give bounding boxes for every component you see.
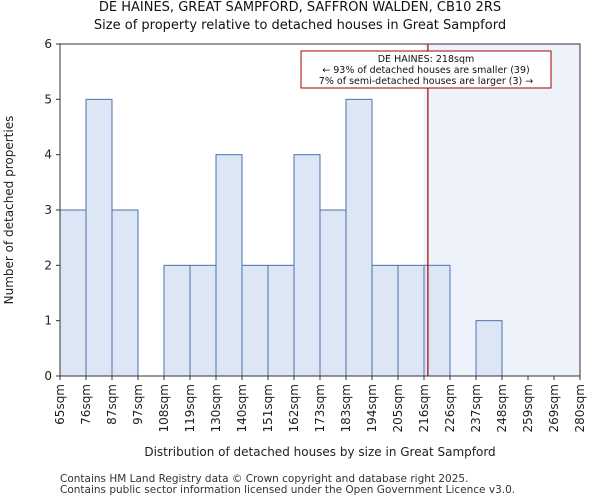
y-tick-label: 5 — [44, 92, 52, 106]
y-tick-label: 2 — [44, 258, 52, 272]
x-tick-label: 87sqm — [105, 384, 119, 425]
footer-line-2: Contains public sector information licen… — [60, 484, 516, 496]
y-tick-label: 0 — [44, 369, 52, 383]
bars-group — [59, 98, 503, 377]
y-tick-label: 6 — [44, 37, 52, 51]
x-tick-label: 173sqm — [313, 384, 327, 432]
x-tick-label: 183sqm — [339, 384, 353, 432]
bar-119sqm — [189, 264, 217, 377]
bar-130sqm — [215, 154, 243, 377]
x-tick-label: 162sqm — [287, 384, 301, 432]
x-tick-label: 140sqm — [235, 384, 249, 432]
x-axis-label: Distribution of detached houses by size … — [144, 445, 495, 459]
bar-205sqm — [397, 264, 425, 377]
bar-87sqm — [111, 209, 139, 377]
x-tick-label: 237sqm — [469, 384, 483, 432]
x-tick-label: 194sqm — [365, 384, 379, 432]
x-tick-label: 259sqm — [521, 384, 535, 432]
x-axis-ticks: 65sqm 76sqm 87sqm 97sqm 108sqm 119sqm 130sqm 14… — [53, 376, 587, 432]
x-tick-label: 280sqm — [573, 384, 587, 432]
annotation-line-2: ← 93% of detached houses are smaller (39… — [322, 65, 529, 76]
x-tick-label: 119sqm — [183, 384, 197, 432]
annotation-box: DE HAINES: 218sqm ← 93% of detached hous… — [300, 50, 552, 89]
x-tick-label: 65sqm — [53, 384, 67, 425]
chart-title: DE HAINES, GREAT SAMPFORD, SAFFRON WALDE… — [98, 0, 502, 15]
bar-162sqm — [293, 154, 321, 377]
x-tick-label: 76sqm — [79, 384, 93, 425]
bar-108sqm — [163, 264, 191, 377]
y-tick-label: 4 — [44, 148, 52, 162]
bar-183sqm — [345, 98, 373, 377]
x-tick-label: 108sqm — [157, 384, 171, 432]
annotation-line-1: DE HAINES: 218sqm — [378, 54, 475, 65]
x-tick-label: 205sqm — [391, 384, 405, 432]
x-tick-label: 269sqm — [547, 384, 561, 432]
y-axis-ticks: 0 1 2 3 4 5 6 — [44, 37, 60, 383]
annotation-line-3: 7% of semi-detached houses are larger (3… — [319, 76, 533, 87]
y-axis-label: Number of detached properties — [2, 116, 16, 305]
x-tick-label: 130sqm — [209, 384, 223, 432]
bar-237sqm — [475, 320, 503, 377]
bar-65sqm — [59, 209, 87, 377]
y-tick-label: 1 — [44, 314, 52, 328]
x-tick-label: 248sqm — [495, 384, 509, 432]
bar-76sqm — [85, 98, 113, 377]
x-tick-label: 216sqm — [417, 384, 431, 432]
bar-140sqm — [241, 264, 269, 377]
bar-173sqm — [319, 209, 347, 377]
x-tick-label: 97sqm — [131, 384, 145, 425]
x-tick-label: 151sqm — [261, 384, 275, 432]
bar-151sqm — [267, 264, 295, 377]
footer-line-1: Contains HM Land Registry data © Crown c… — [60, 473, 469, 485]
y-tick-label: 3 — [44, 203, 52, 217]
chart-subtitle: Size of property relative to detached ho… — [93, 18, 507, 33]
bar-194sqm — [371, 264, 399, 377]
x-tick-label: 226sqm — [443, 384, 457, 432]
